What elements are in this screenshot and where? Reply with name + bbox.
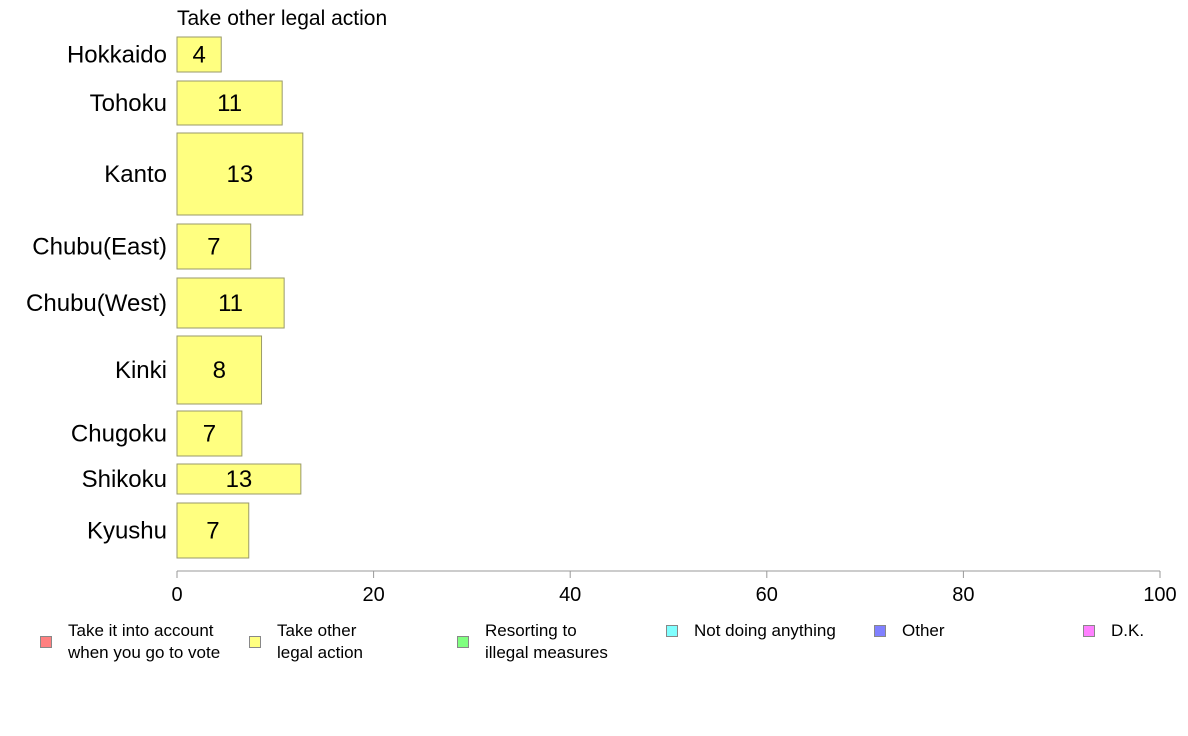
- legend-swatch: [666, 625, 678, 637]
- legend-label: Take other legal action: [277, 621, 364, 662]
- bar-value-label: 13: [227, 161, 254, 188]
- category-label: Chubu(East): [32, 234, 167, 261]
- category-label: Hokkaido: [67, 42, 167, 69]
- category-label: Shikoku: [82, 466, 167, 493]
- bar-shikoku: [176, 463, 302, 495]
- legend-item: Take it into account when you go to vote: [40, 620, 220, 664]
- x-tick-label: 20: [362, 584, 384, 606]
- x-tick-label: 40: [559, 584, 581, 606]
- bar-kyushu: [176, 502, 250, 559]
- legend-label: Resorting to illegal measures: [485, 621, 608, 662]
- legend-item: Resorting to illegal measures: [457, 620, 608, 664]
- legend-swatch: [249, 636, 261, 648]
- legend-item: Not doing anything: [666, 620, 836, 642]
- bar-tohoku: [176, 80, 283, 126]
- legend-swatch: [1083, 625, 1095, 637]
- legend-swatch: [40, 636, 52, 648]
- legend-label: Not doing anything: [694, 621, 836, 640]
- legend-item: D.K.: [1083, 620, 1144, 642]
- legend-label: D.K.: [1111, 621, 1145, 640]
- bar-kinki: [176, 335, 263, 405]
- legend-item: Other: [874, 620, 945, 642]
- legend-swatch: [457, 636, 469, 648]
- bar-value-label: 4: [192, 42, 205, 69]
- x-tick-label: 60: [756, 584, 778, 606]
- bar-value-label: 11: [217, 90, 242, 117]
- category-label: Chugoku: [71, 421, 167, 448]
- bar-kanto: [176, 132, 304, 216]
- bar-value-label: 8: [213, 357, 226, 384]
- bar-value-label: 11: [218, 290, 243, 317]
- category-label: Kinki: [115, 357, 167, 384]
- category-label: Kyushu: [87, 518, 167, 545]
- category-label: Kanto: [104, 161, 167, 188]
- bar-value-label: 7: [207, 234, 220, 261]
- legend-label: Other: [902, 621, 945, 640]
- category-label: Tohoku: [90, 90, 167, 117]
- bar-chugoku: [176, 410, 243, 457]
- legend-item: Take other legal action: [249, 620, 363, 664]
- chart-title: Take other legal action: [177, 7, 387, 30]
- bar-value-label: 7: [206, 518, 219, 545]
- x-tick-label: 0: [171, 584, 182, 606]
- bar-value-label: 13: [226, 466, 253, 493]
- bar-chubu-east: [176, 223, 252, 270]
- bar-value-label: 7: [203, 421, 216, 448]
- bar-chubu-west: [176, 277, 285, 329]
- bar-hokkaido: [176, 36, 222, 73]
- x-tick-label: 80: [952, 584, 974, 606]
- legend-swatch: [874, 625, 886, 637]
- chart-legend: Take it into account when you go to vote…: [0, 620, 1188, 670]
- bar-chart: Take other legal action Hokkaido 4 Tohoku 1…: [26, 7, 1177, 606]
- legend-label: Take it into account when you go to vote: [68, 621, 221, 662]
- x-tick-label: 100: [1143, 584, 1176, 606]
- category-label: Chubu(West): [26, 290, 167, 317]
